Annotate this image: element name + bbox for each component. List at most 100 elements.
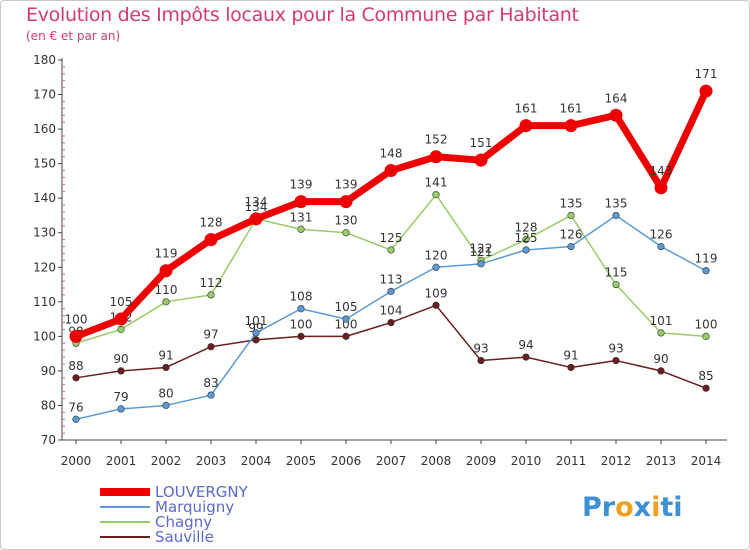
marquigny-data-label: 121 [470, 245, 493, 259]
louvergny-point [294, 195, 308, 209]
marquigny-data-label: 126 [560, 228, 583, 242]
logo-part: x [634, 492, 651, 523]
chagny-point [342, 229, 350, 237]
sauville-data-label: 97 [203, 328, 218, 342]
marquigny-data-label: 83 [203, 376, 218, 390]
louvergny-data-label: 161 [515, 102, 538, 116]
sauville-point [207, 343, 215, 351]
x-tick-label: 2010 [511, 454, 542, 468]
louvergny-point [339, 195, 353, 209]
marquigny-point [657, 242, 665, 251]
chagny-data-label: 122 [470, 241, 493, 255]
marquigny-data-label: 135 [605, 196, 628, 210]
sauville-point [342, 332, 350, 340]
chagny-point [387, 246, 395, 254]
chagny-point [612, 280, 620, 289]
chagny-data-label: 125 [380, 231, 403, 245]
chagny-point [297, 225, 305, 233]
sauville-data-label: 90 [653, 352, 668, 366]
x-tick-label: 2009 [466, 454, 497, 468]
x-tick-label: 2000 [61, 454, 92, 468]
sauville-point [387, 318, 395, 327]
logo-part: o [615, 492, 634, 523]
marquigny-data-label: 125 [515, 231, 538, 245]
marquigny-data-label: 113 [380, 272, 403, 286]
chagny-point [432, 191, 440, 199]
x-tick-label: 2003 [196, 454, 227, 468]
x-tick-label: 2014 [691, 454, 722, 468]
y-tick-label: 100 [33, 329, 56, 343]
sauville-point [522, 353, 530, 361]
louvergny-point [519, 119, 533, 133]
marquigny-point [477, 260, 485, 268]
chagny-data-label: 128 [515, 221, 538, 235]
y-tick-label: 120 [33, 260, 56, 274]
louvergny-data-label: 171 [695, 67, 718, 81]
logo-part: Pr [582, 492, 616, 523]
marquigny-data-label: 108 [290, 290, 313, 304]
louvergny-point [429, 150, 443, 164]
chagny-data-label: 134 [245, 200, 268, 214]
x-tick-label: 2001 [106, 454, 137, 468]
louvergny-line [72, 87, 710, 340]
chagny-data-label: 131 [290, 210, 313, 224]
x-tick-label: 2012 [601, 454, 632, 468]
sauville-data-label: 91 [158, 348, 173, 362]
x-tick-label: 2004 [241, 454, 272, 468]
louvergny-point [249, 212, 263, 226]
sauville-data-label: 100 [335, 317, 358, 331]
louvergny-data-label: 119 [155, 247, 178, 261]
louvergny-point [204, 233, 218, 247]
legend-label: LOUVERGNY [155, 483, 249, 501]
chagny-point [657, 329, 665, 337]
chagny-point [207, 291, 215, 299]
y-tick-label: 170 [33, 88, 56, 102]
louvergny-point [654, 181, 668, 195]
marquigny-point [117, 405, 125, 413]
x-tick-label: 2006 [331, 454, 362, 468]
sauville-point [477, 356, 485, 365]
chagny-data-label: 141 [425, 176, 448, 190]
sauville-data-label: 93 [608, 342, 623, 356]
louvergny-data-label: 139 [290, 178, 313, 192]
y-tick-label: 180 [33, 53, 56, 67]
sauville-point [612, 356, 620, 365]
x-tick-label: 2005 [286, 454, 317, 468]
sauville-point [567, 363, 575, 372]
y-tick-label: 150 [33, 157, 56, 171]
louvergny-point [609, 108, 623, 122]
marquigny-data-label: 120 [425, 248, 448, 262]
marquigny-point [387, 287, 395, 296]
sauville-data-label: 88 [68, 359, 83, 373]
chagny-data-label: 100 [695, 317, 718, 331]
sauville-point [117, 367, 125, 375]
y-tick-label: 90 [41, 364, 56, 378]
marquigny-data-label: 76 [68, 400, 83, 414]
marquigny-point [567, 242, 575, 251]
sauville-data-label: 85 [698, 369, 713, 383]
x-tick-label: 2013 [646, 454, 677, 468]
sauville-point [252, 336, 260, 344]
marquigny-point [342, 315, 350, 323]
sauville-data-label: 104 [380, 304, 403, 318]
legend-label: Sauville [155, 528, 214, 546]
sauville-data-label: 94 [518, 338, 533, 352]
louvergny-point [474, 153, 488, 167]
y-tick-label: 70 [41, 433, 56, 447]
x-tick-label: 2008 [421, 454, 452, 468]
marquigny-point [702, 267, 710, 275]
proxiti-logo: Proxiti [582, 492, 683, 523]
chagny-data-label: 112 [200, 276, 223, 290]
y-tick-label: 160 [33, 122, 56, 136]
louvergny-data-label: 151 [470, 136, 493, 150]
louvergny-data-label: 100 [65, 312, 88, 326]
louvergny-point [699, 84, 713, 98]
marquigny-point [72, 415, 80, 423]
marquigny-point [297, 305, 305, 313]
chagny-point [702, 332, 710, 340]
logo-part: i [651, 492, 660, 523]
louvergny-data-label: 134 [245, 195, 268, 209]
sauville-data-label: 100 [290, 317, 313, 331]
marquigny-point [162, 401, 170, 410]
